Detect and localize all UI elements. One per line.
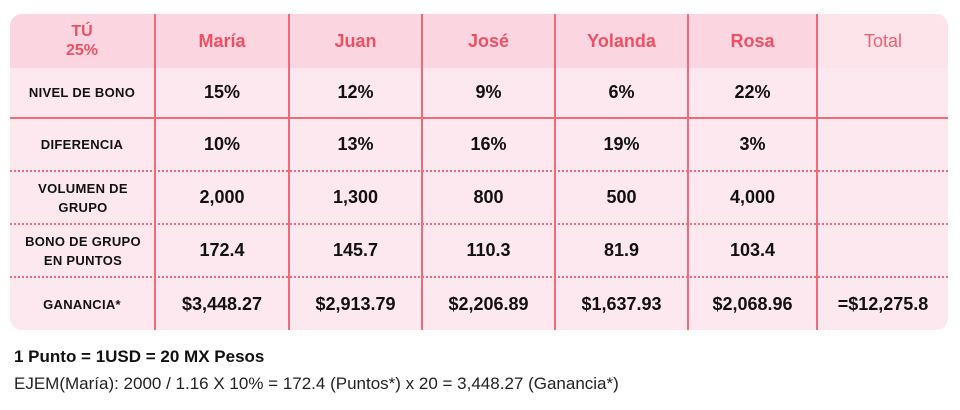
table-cell: 145.7	[332, 240, 379, 260]
row-divider	[10, 276, 948, 278]
header-band	[10, 14, 948, 68]
table-cell: 500	[606, 187, 637, 207]
table-cell: 2,000	[199, 187, 245, 207]
table-cell-total	[818, 119, 948, 170]
table-cell: $1,637.93	[581, 293, 662, 314]
you-label: TÚ	[71, 23, 93, 40]
table-cell: 12%	[337, 82, 374, 102]
table-cell: 16%	[470, 134, 507, 154]
table-cell: 19%	[603, 134, 640, 154]
you-percent: 25%	[65, 42, 99, 59]
table-cell: 800	[473, 187, 504, 207]
table-cell: 172.4	[199, 240, 245, 260]
table-cell: $2,913.79	[315, 293, 396, 314]
table-cell: 1,300	[332, 187, 379, 207]
header-yolanda: Yolanda	[587, 30, 656, 51]
row-divider	[10, 170, 948, 172]
column-divider	[816, 14, 818, 330]
table-cell: $2,206.89	[448, 293, 529, 314]
conversion-note: 1 Punto = 1USD = 20 MX Pesos	[14, 347, 265, 366]
table-cell: 103.4	[729, 240, 776, 260]
table-cell: $2,068.96	[712, 293, 793, 314]
table-cell-total	[818, 172, 948, 223]
table-cell: 110.3	[466, 240, 511, 260]
row-label-ganancia: GANANCIA*	[43, 296, 121, 312]
table-cell: 4,000	[729, 187, 776, 207]
table-cell: 6%	[608, 82, 635, 102]
table-cell-total	[818, 225, 948, 276]
header-maria: María	[198, 30, 246, 51]
column-divider	[687, 14, 689, 330]
table-cell: 10%	[203, 134, 241, 154]
row-label-nivel: NIVEL DE BONO	[28, 85, 136, 100]
example-note: EJEM(María): 2000 / 1.16 X 10% = 172.4 (…	[14, 374, 619, 393]
table-cell: 15%	[203, 82, 241, 102]
total-header-bg	[818, 14, 948, 68]
header-jose: José	[467, 30, 510, 51]
table-cell: 9%	[475, 82, 502, 102]
header-juan: Juan	[334, 30, 377, 51]
table-cell: $3,448.27	[181, 293, 263, 314]
header-total: Total	[863, 30, 903, 51]
table-cell-total	[818, 68, 948, 117]
header-rosa: Rosa	[730, 30, 775, 51]
table-cell: 22%	[734, 82, 771, 102]
column-divider	[288, 14, 290, 330]
row-label-bono-grupo: BONO DE GRUPO EN PUNTOS	[25, 233, 141, 268]
row-divider	[10, 223, 948, 225]
bonus-table: TÚ 25% María Juan José Yolanda Rosa Tota…	[10, 14, 948, 330]
row-label-volumen: VOLUMEN DE GRUPO	[38, 180, 128, 215]
table-cell: 81.9	[603, 240, 640, 260]
row-divider	[10, 117, 948, 119]
table-cell-total: =$12,275.8	[837, 293, 929, 314]
column-divider	[554, 14, 556, 330]
column-divider	[421, 14, 423, 330]
header-you: TÚ 25%	[10, 14, 154, 68]
row-label-diferencia: DIFERENCIA	[40, 137, 124, 152]
column-divider	[154, 14, 156, 330]
table-cell: 3%	[739, 134, 766, 154]
table-cell: 13%	[337, 134, 374, 154]
